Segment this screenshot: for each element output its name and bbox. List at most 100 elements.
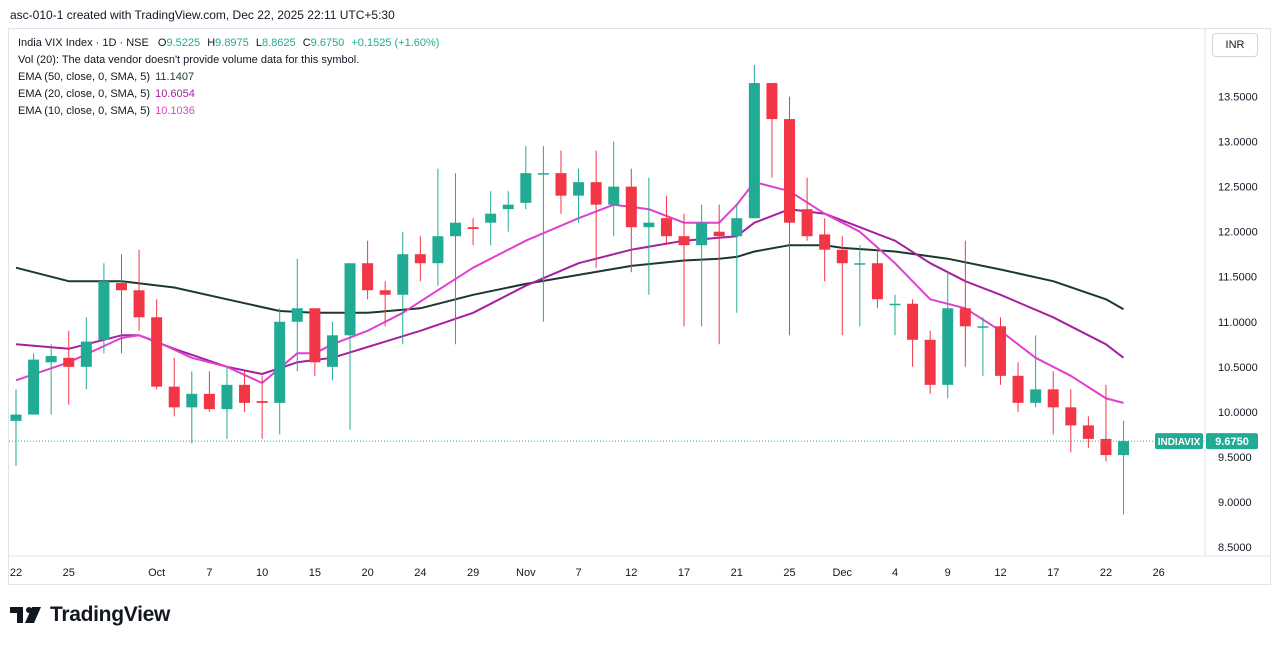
candle-body — [643, 222, 655, 228]
x-tick-label: 12 — [994, 567, 1006, 579]
chart-legend: India VIX Index · 1D · NSE O9.5225 H9.89… — [18, 35, 439, 120]
symbol-name[interactable]: India VIX Index · 1D · NSE — [18, 37, 149, 49]
close-value: 9.6750 — [310, 37, 345, 49]
x-axis: 22 25 Oct 7 10 15 20 24 29 Nov 7 12 17 21 25 Dec 4 9 12 17 2… — [10, 567, 1165, 579]
candle-body — [28, 359, 40, 415]
candle — [713, 204, 725, 345]
x-tick-label: 10 — [256, 567, 268, 579]
candle — [168, 357, 180, 417]
ema-line-10 — [15, 181, 1124, 404]
candle — [1065, 389, 1077, 453]
candle — [854, 245, 866, 327]
candle — [151, 299, 163, 390]
ema10-label[interactable]: EMA (10, close, 0, SMA, 5) — [18, 105, 151, 117]
open-value: 9.5225 — [166, 37, 201, 49]
candle — [1030, 335, 1042, 408]
candle — [994, 317, 1006, 385]
volume-note[interactable]: Vol (20): The data vendor doesn't provid… — [18, 54, 360, 66]
candle — [274, 308, 286, 435]
candle — [133, 249, 145, 331]
candle — [801, 177, 813, 241]
candle — [432, 168, 444, 286]
y-tick-label: 12.0000 — [1218, 227, 1258, 239]
candle — [660, 195, 672, 246]
candle-body — [766, 83, 778, 120]
candle-body — [467, 227, 479, 229]
candle — [573, 168, 585, 223]
grid — [9, 29, 1270, 557]
candle — [45, 344, 57, 415]
low-label: L — [255, 37, 262, 49]
currency-button[interactable]: INR — [1212, 33, 1258, 57]
candle — [942, 272, 954, 399]
candle — [186, 371, 198, 444]
ema20-label[interactable]: EMA (20, close, 0, SMA, 5) — [18, 88, 151, 100]
x-tick-label: 7 — [575, 567, 581, 579]
y-tick-label: 9.5000 — [1218, 452, 1252, 464]
candle — [537, 146, 549, 322]
y-tick-label: 10.5000 — [1218, 362, 1258, 374]
candle — [397, 231, 409, 345]
candle-body — [784, 119, 796, 223]
candle-body — [608, 186, 620, 205]
candle-body — [819, 234, 831, 250]
candle-body — [414, 254, 426, 264]
y-tick-label: 13.5000 — [1218, 92, 1258, 104]
ema50-value: 11.1407 — [155, 71, 195, 83]
candle-body — [977, 326, 989, 328]
x-tick-label: 12 — [625, 567, 637, 579]
candle — [203, 371, 215, 412]
x-tick-label: 22 — [10, 567, 22, 579]
candle-body — [221, 384, 233, 410]
legend-symbol-row: India VIX Index · 1D · NSE O9.5225 H9.89… — [18, 35, 439, 52]
candle — [309, 308, 321, 376]
candle — [326, 321, 338, 381]
x-tick-label: 4 — [892, 567, 898, 579]
candle — [362, 240, 374, 300]
x-tick-label: 9 — [945, 567, 951, 579]
candle-body — [1118, 441, 1130, 456]
candle-body — [994, 326, 1006, 376]
x-tick-label: Oct — [148, 567, 165, 579]
ema20-value: 10.6054 — [155, 88, 195, 100]
candle — [1012, 362, 1024, 412]
candle-body — [942, 308, 954, 385]
candle-body — [907, 303, 919, 340]
candle — [836, 236, 848, 336]
candle — [485, 191, 497, 246]
open-label: O — [157, 37, 167, 49]
candle-body — [203, 393, 215, 410]
tradingview-logo[interactable]: TradingView — [10, 603, 170, 627]
candle — [502, 191, 514, 232]
candle — [924, 330, 936, 394]
chart-frame — [8, 28, 1271, 585]
candle-body — [344, 263, 356, 336]
x-tick-label: Dec — [832, 567, 852, 579]
candle-body — [748, 83, 760, 219]
candle — [889, 294, 901, 336]
candle-body — [379, 290, 391, 295]
candle — [98, 263, 110, 354]
last-price-label: 9.6750 — [1215, 436, 1249, 448]
candle — [291, 258, 303, 372]
candle-body — [115, 283, 127, 291]
candle-body — [432, 236, 444, 264]
candle-body — [625, 186, 637, 228]
y-axis: 8.5000 9.0000 9.5000 10.0000 10.5000 11.0000 1… — [1218, 47, 1258, 554]
x-tick-label: 20 — [361, 567, 373, 579]
legend-ema20-row: EMA (20, close, 0, SMA, 5) 10.6054 — [18, 86, 439, 103]
candle-body — [274, 321, 286, 403]
ema50-label[interactable]: EMA (50, close, 0, SMA, 5) — [18, 71, 151, 83]
candle — [28, 353, 40, 415]
candles — [10, 65, 1130, 515]
candle-body — [573, 182, 585, 196]
candle-body — [168, 386, 180, 408]
candle — [221, 366, 233, 439]
candle — [520, 146, 532, 210]
candle — [344, 263, 356, 430]
y-tick-label: 9.0000 — [1218, 497, 1252, 509]
ema10-value: 10.1036 — [155, 105, 195, 117]
candle-body — [450, 222, 461, 237]
candle-body — [151, 317, 163, 387]
